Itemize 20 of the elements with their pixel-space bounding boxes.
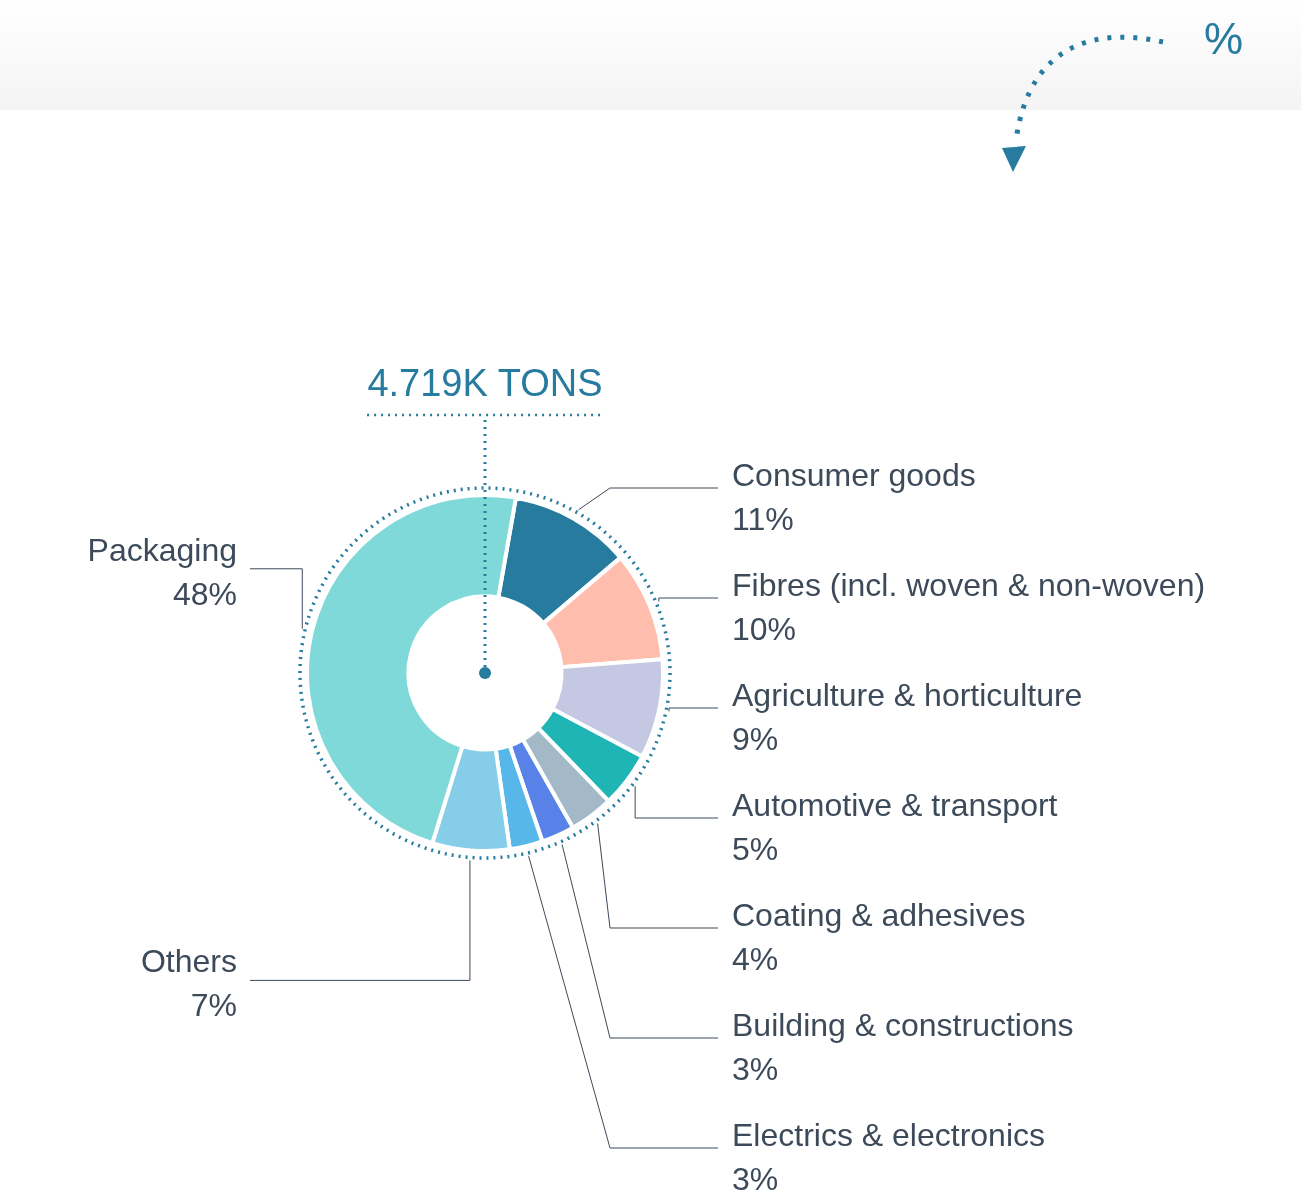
slice-label: Coating & adhesives <box>732 897 1026 933</box>
data-label: 48% <box>172 575 237 612</box>
data-label: 10% <box>732 611 797 647</box>
slice-label: Others <box>140 943 237 980</box>
text: 4.719K TONS <box>367 362 603 404</box>
data-label: 11% <box>732 501 794 537</box>
chart-title: % <box>1203 14 1243 64</box>
data-label: 3% <box>732 1051 779 1087</box>
slice-label: Building & constructions <box>732 1007 1074 1043</box>
slice-label: Consumer goods <box>732 457 976 493</box>
data-label: 3% <box>732 1161 779 1197</box>
slice-label: Fibres (incl. woven & non-woven) <box>732 567 1206 603</box>
data-label: 5% <box>732 831 779 867</box>
slice-label: Agriculture & horticulture <box>732 677 1083 713</box>
slice-label: Electrics & electronics <box>732 1117 1045 1153</box>
slice-label: Automotive & transport <box>732 787 1058 823</box>
data-label: 7% <box>190 987 237 1024</box>
data-label: 4% <box>732 941 779 977</box>
data-label: 9% <box>732 721 779 757</box>
slice-label: Packaging <box>87 531 237 568</box>
